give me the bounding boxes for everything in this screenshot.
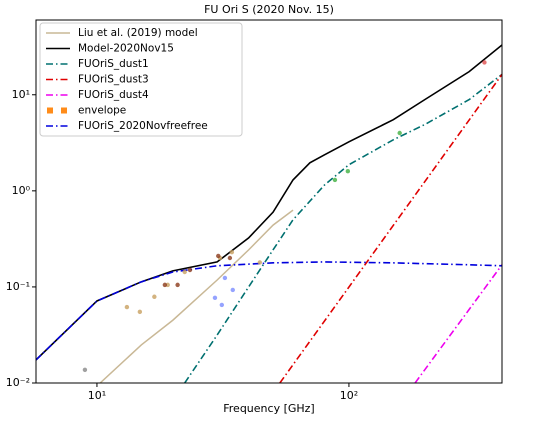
legend-label: FUOriS_2020Novfreefree — [78, 120, 208, 132]
y-tick-label: 10⁻² — [6, 376, 30, 389]
series-line — [99, 209, 294, 383]
data-point — [212, 295, 218, 301]
plot-layer — [36, 44, 502, 383]
legend-label: envelope — [78, 105, 126, 117]
y-tick-label: 10⁻¹ — [6, 280, 30, 293]
x-tick-label: 10¹ — [88, 389, 106, 402]
data-point — [227, 255, 233, 261]
data-point — [137, 309, 143, 315]
data-point — [162, 282, 168, 288]
x-axis-label: Frequency [GHz] — [223, 402, 314, 415]
plot-frame — [35, 19, 503, 384]
x-tick-label: 10² — [340, 389, 358, 402]
data-point — [187, 267, 193, 273]
data-point — [152, 294, 157, 299]
series-line — [184, 73, 502, 383]
legend-label: FUOriS_dust3 — [78, 74, 149, 86]
data-point — [397, 130, 402, 136]
series-line — [414, 264, 502, 383]
data-point — [222, 275, 228, 281]
legend-label: Model-2020Nov15 — [78, 43, 174, 55]
chart-title: FU Ori S (2020 Nov. 15) — [204, 3, 334, 16]
data-point — [124, 304, 130, 310]
legend-marker — [61, 107, 67, 114]
series-line — [36, 261, 502, 361]
y-tick-label: 10⁰ — [12, 184, 31, 197]
series-line — [279, 73, 502, 383]
data-point — [219, 302, 225, 308]
data-point — [230, 287, 235, 293]
legend: Liu et al. (2019) model Model-2020Nov15 FU… — [39, 22, 243, 137]
legend-label: Liu et al. (2019) model — [78, 27, 198, 39]
data-point — [257, 260, 263, 265]
legend-box — [39, 22, 243, 137]
legend-label: FUOriS_dust4 — [78, 89, 149, 101]
data-point — [82, 367, 88, 373]
data-point — [482, 60, 487, 65]
data-point — [182, 269, 187, 275]
data-point — [345, 169, 351, 174]
legend-marker — [47, 107, 53, 114]
data-point — [216, 253, 221, 259]
data-point — [229, 249, 235, 255]
series-line — [36, 44, 502, 361]
data-point — [175, 282, 180, 288]
legend-label: FUOriS_dust1 — [78, 58, 149, 70]
y-tick-label: 10¹ — [12, 88, 30, 101]
data-point — [332, 177, 338, 183]
